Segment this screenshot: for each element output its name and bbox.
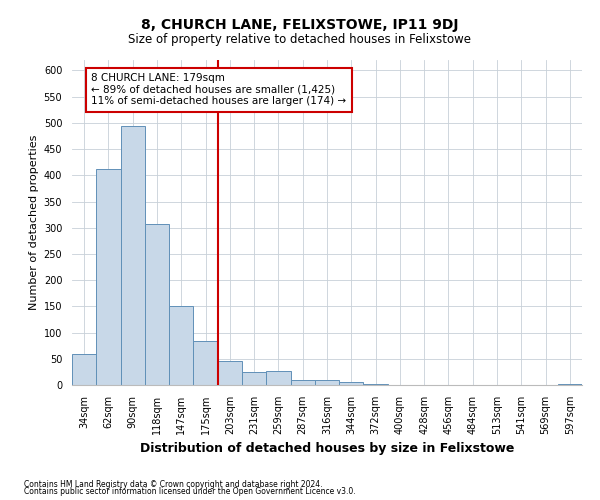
Bar: [290, 380, 315, 385]
Text: 8 CHURCH LANE: 179sqm
← 89% of detached houses are smaller (1,425)
11% of semi-d: 8 CHURCH LANE: 179sqm ← 89% of detached …: [91, 73, 347, 106]
Bar: [169, 306, 193, 385]
Text: Contains public sector information licensed under the Open Government Licence v3: Contains public sector information licen…: [24, 487, 356, 496]
Y-axis label: Number of detached properties: Number of detached properties: [29, 135, 40, 310]
Bar: [218, 361, 242, 385]
Bar: [266, 372, 290, 385]
Bar: [145, 224, 169, 385]
Bar: [364, 384, 388, 385]
Bar: [121, 126, 145, 385]
Bar: [193, 342, 218, 385]
Bar: [96, 168, 121, 385]
Bar: [315, 380, 339, 385]
Bar: [242, 372, 266, 385]
Bar: [72, 354, 96, 385]
Bar: [339, 382, 364, 385]
Text: 8, CHURCH LANE, FELIXSTOWE, IP11 9DJ: 8, CHURCH LANE, FELIXSTOWE, IP11 9DJ: [141, 18, 459, 32]
Text: Size of property relative to detached houses in Felixstowe: Size of property relative to detached ho…: [128, 32, 472, 46]
Bar: [558, 384, 582, 385]
Text: Contains HM Land Registry data © Crown copyright and database right 2024.: Contains HM Land Registry data © Crown c…: [24, 480, 323, 489]
X-axis label: Distribution of detached houses by size in Felixstowe: Distribution of detached houses by size …: [140, 442, 514, 456]
